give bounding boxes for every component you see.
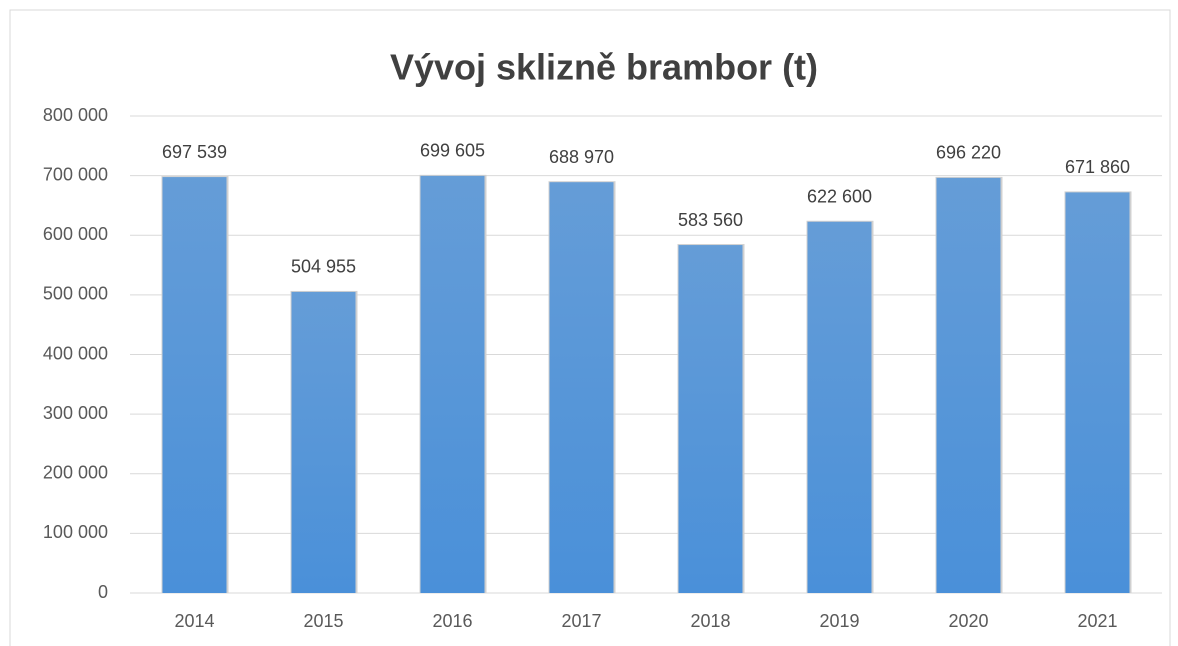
y-tick-label: 400 000 [43,343,108,363]
value-label: 696 220 [936,143,1001,163]
x-tick-label: 2016 [432,611,472,631]
value-label: 504 955 [291,257,356,277]
y-tick-label: 300 000 [43,403,108,423]
y-tick-label: 600 000 [43,224,108,244]
x-tick-label: 2020 [948,611,988,631]
bar [420,175,485,593]
y-tick-label: 100 000 [43,522,108,542]
y-tick-label: 500 000 [43,284,108,304]
bar [678,245,743,593]
y-tick-label: 800 000 [43,105,108,125]
y-tick-label: 200 000 [43,463,108,483]
value-label: 622 600 [807,187,872,207]
x-tick-label: 2017 [561,611,601,631]
bar [549,182,614,593]
chart-title: Vývoj sklizně brambor (t) [390,47,818,88]
x-tick-label: 2019 [819,611,859,631]
bar [162,177,227,593]
y-tick-label: 0 [98,582,108,602]
value-label: 697 539 [162,142,227,162]
x-tick-label: 2018 [690,611,730,631]
x-tick-label: 2014 [174,611,214,631]
bar [807,221,872,593]
bar [936,177,1001,593]
chart-frame [9,9,1171,646]
bar [291,291,356,593]
x-tick-label: 2015 [303,611,343,631]
y-tick-label: 700 000 [43,164,108,184]
value-label: 583 560 [678,210,743,230]
value-label: 688 970 [549,147,614,167]
x-tick-label: 2021 [1077,611,1117,631]
value-label: 699 605 [420,141,485,161]
bar [1065,192,1130,593]
value-label: 671 860 [1065,157,1130,177]
